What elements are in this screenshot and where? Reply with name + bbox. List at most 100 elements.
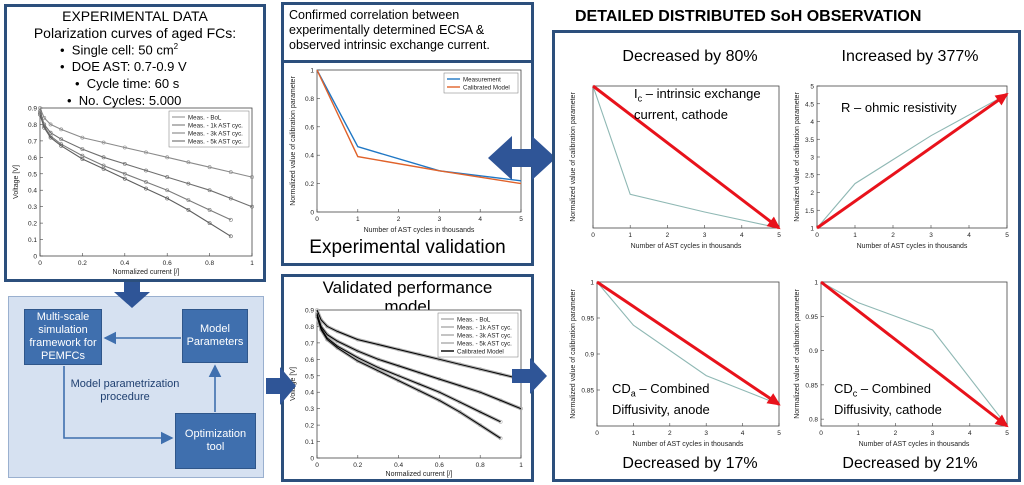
correlation-text: Confirmed correlation between experiment… xyxy=(289,8,490,53)
optimization-line: Optimization xyxy=(184,428,247,440)
trend-arrow-shaft xyxy=(820,280,1008,428)
y-tick-label: 4 xyxy=(810,119,814,126)
data-point xyxy=(228,196,233,201)
x-tick-label: 4 xyxy=(478,216,482,223)
x-tick-label: 5 xyxy=(777,430,781,437)
label-sub: a xyxy=(630,388,636,399)
legend-label: Meas. - BoL xyxy=(188,114,222,121)
x-tick-label: 2 xyxy=(891,232,895,239)
procedure-line: Model parametrization xyxy=(70,378,180,390)
correlation-line: experimentally determined ECSA & xyxy=(289,23,485,37)
plot-area xyxy=(596,281,780,427)
y-tick-label: 0.2 xyxy=(305,181,314,188)
x-tick-label: 0 xyxy=(595,430,599,437)
x-axis-label: Number of AST cycles in thousands xyxy=(633,441,744,448)
data-point xyxy=(228,234,233,239)
y-axis-label: Normalized value of calibration paramete… xyxy=(570,289,577,419)
x-tick-label: 5 xyxy=(777,232,781,239)
y-tick-label: 0.4 xyxy=(305,153,314,160)
trend-arrow-head xyxy=(766,393,781,406)
y-tick-label: 0.9 xyxy=(809,348,818,355)
x-tick-label: 0 xyxy=(591,232,595,239)
headline-ic: Decreased by 80% xyxy=(622,48,758,65)
series-line xyxy=(316,69,522,185)
x-axis-label: Normalized current [/] xyxy=(386,471,453,478)
y-tick-label: 0.8 xyxy=(809,417,818,424)
bullet-text: Cycle time: 60 s xyxy=(86,76,180,91)
y-tick-label: 0.9 xyxy=(585,352,594,359)
x-tick-label: 4 xyxy=(741,430,745,437)
y-tick-label: 0.7 xyxy=(28,138,37,145)
x-tick-label: 4 xyxy=(968,430,972,437)
headline-cdc: Decreased by 21% xyxy=(842,455,978,472)
data-point xyxy=(80,157,85,161)
data-point xyxy=(335,339,340,344)
procedure-line: procedure xyxy=(100,391,150,403)
label-ic: Ic – intrinsic exchange current, cathode xyxy=(634,86,761,122)
data-point xyxy=(122,162,127,166)
framework-line: Multi-scale xyxy=(36,311,90,323)
x-tick-label: 2 xyxy=(666,232,670,239)
y-axis-label: Voltage [V] xyxy=(13,165,20,199)
label-text: CD xyxy=(834,381,853,396)
label-text: I xyxy=(634,86,638,101)
parameters-line: Parameters xyxy=(186,336,244,348)
experimental-validation-caption: Experimental validation xyxy=(309,237,506,258)
connector-framework-to-optimization xyxy=(63,366,174,445)
y-tick-label: 0.3 xyxy=(28,204,37,211)
data-point xyxy=(396,378,401,383)
data-point xyxy=(335,329,340,334)
headline-r: Increased by 377% xyxy=(841,48,979,65)
optimization-tool-box: Optimization tool xyxy=(175,413,256,469)
y-tick-label: 0.6 xyxy=(28,155,37,162)
legend-label: Measurement xyxy=(463,76,501,83)
y-tick-label: 2.5 xyxy=(805,172,814,179)
data-point xyxy=(144,180,148,184)
y-tick-label: 1 xyxy=(814,280,818,287)
data-point xyxy=(144,186,148,191)
y-axis-label: Normalized value of calibration paramete… xyxy=(794,92,801,222)
data-point xyxy=(38,112,42,117)
y-tick-label: 0.4 xyxy=(28,188,37,195)
data-point xyxy=(80,135,85,140)
bullet-text: Single cell: 50 cm xyxy=(71,42,174,58)
x-tick-label: 2 xyxy=(894,430,898,437)
data-point xyxy=(48,135,53,140)
experimental-heading: EXPERIMENTAL DATA xyxy=(62,8,208,24)
y-tick-label: 0.9 xyxy=(305,308,314,315)
flow-connectors xyxy=(63,331,222,445)
data-point xyxy=(355,359,360,363)
y-tick-label: 0.6 xyxy=(305,124,314,131)
y-tick-label: 1 xyxy=(310,68,314,75)
data-point xyxy=(144,150,148,155)
data-point xyxy=(417,388,421,393)
y-tick-label: 2 xyxy=(810,190,814,197)
x-tick-label: 5 xyxy=(1005,430,1009,437)
label-sub: c xyxy=(852,388,858,399)
data-point xyxy=(396,373,401,378)
legend-label: Meas. - 1k AST cyc. xyxy=(188,122,243,129)
x-tick-label: 4 xyxy=(967,232,971,239)
data-point xyxy=(186,208,191,212)
y-tick-label: 1.5 xyxy=(805,208,814,215)
series-line xyxy=(39,114,232,237)
data-point xyxy=(122,171,127,176)
label-text: R – ohmic resistivity xyxy=(841,100,957,115)
y-tick-label: 0.4 xyxy=(305,390,314,397)
data-point xyxy=(186,160,191,165)
bullet-single-cell: • Single cell: 50 cm2 xyxy=(60,42,179,58)
y-tick-label: 4.5 xyxy=(805,101,814,108)
x-tick-label: 3 xyxy=(438,216,442,223)
y-tick-label: 0.6 xyxy=(305,357,314,364)
legend-label: Meas. - BoL xyxy=(457,316,491,323)
label-text: – intrinsic exchange xyxy=(642,86,761,101)
x-tick-label: 0 xyxy=(315,216,319,223)
data-point xyxy=(122,145,127,150)
y-tick-label: 0.9 xyxy=(28,106,37,113)
x-tick-label: 0.6 xyxy=(435,462,444,469)
arrow-right-icon xyxy=(266,367,296,405)
label-text: – Combined xyxy=(635,381,710,396)
superscript: 2 xyxy=(173,42,179,51)
y-tick-label: 0.7 xyxy=(305,340,314,347)
data-point xyxy=(355,349,360,354)
